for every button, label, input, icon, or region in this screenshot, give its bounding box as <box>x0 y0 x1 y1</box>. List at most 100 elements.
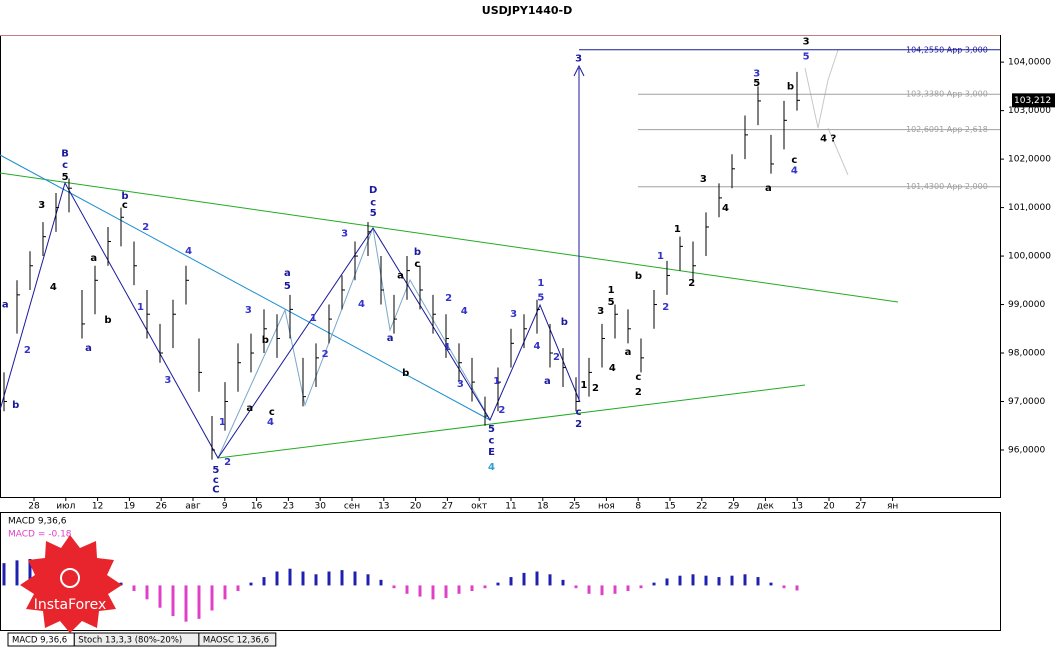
x-tick-label: 13 <box>378 502 389 512</box>
x-tick-label: дек <box>757 502 775 512</box>
wave-label: 3 <box>510 309 517 320</box>
wave-label: 1 <box>657 251 664 262</box>
macd-label: MACD 9,36,6 <box>8 517 67 527</box>
x-tick-label: июл <box>56 502 75 512</box>
x-tick-label: 16 <box>251 502 263 512</box>
y-tick-label: 100,0000 <box>1008 252 1051 262</box>
wave-label: 2 <box>553 352 560 363</box>
x-tick-label: ян <box>887 502 898 512</box>
logo-icon <box>60 568 80 588</box>
x-tick-label: 15 <box>664 502 675 512</box>
wave-label: 2 <box>498 405 505 416</box>
x-tick-label: 20 <box>823 502 835 512</box>
wave-label: E <box>488 447 495 458</box>
tab-label: Stoch 13,3,3 (80%-20%) <box>78 636 182 646</box>
wave-label: 5 <box>212 465 219 476</box>
wave-label: 1 <box>537 278 544 289</box>
wave-label: 2 <box>662 302 669 313</box>
x-tick-label: 11 <box>505 502 516 512</box>
wave-label: b <box>121 191 128 202</box>
wave-label: 2 <box>24 345 31 356</box>
wave-label: 1 <box>444 342 451 353</box>
x-tick-label: 13 <box>791 502 802 512</box>
wave-label: a <box>544 376 551 387</box>
wave-label: 3 <box>164 375 171 386</box>
logo-badge <box>20 535 122 633</box>
x-tick-label: 20 <box>410 502 422 512</box>
macd-value-label: MACD = -0.18 <box>8 530 72 540</box>
wave-label: c <box>62 160 68 171</box>
wave-label: 5 <box>753 78 760 89</box>
wave-label: 2 <box>445 293 452 304</box>
wave-label: b <box>12 400 19 411</box>
x-tick-label: 18 <box>537 502 549 512</box>
wave-label: c <box>370 197 376 208</box>
x-tick-label: окт <box>471 502 487 512</box>
y-tick-label: 96,0000 <box>1008 445 1045 455</box>
x-tick-label: 27 <box>855 502 866 512</box>
wave-label: 3 <box>597 306 604 317</box>
wave-label: b <box>635 271 642 282</box>
tab-label: MACD 9,36,6 <box>12 636 67 646</box>
wave-label: 3 <box>803 36 810 47</box>
wave-label: 4 <box>185 246 192 257</box>
wave-label: 3 <box>700 174 707 185</box>
wave-label: c <box>576 407 582 418</box>
wave-label: c <box>489 435 495 446</box>
wave-label: 4 <box>609 363 616 374</box>
wave-label: b <box>402 368 409 379</box>
wave-label: b <box>787 81 794 92</box>
wave-line <box>0 181 581 459</box>
wave-label: 5 <box>488 424 495 435</box>
tab-label: MAOSC 12,36,6 <box>203 636 269 646</box>
wave-label: 5 <box>537 292 544 303</box>
wave-label: 5 <box>608 297 615 308</box>
x-tick-label: ноя <box>598 502 615 512</box>
wave-label: 2 <box>688 278 695 289</box>
wave-label: 3 <box>753 68 760 79</box>
level-label: 104,2550 App 3,000 <box>906 45 988 54</box>
x-tick-label: сен <box>344 502 360 512</box>
wave-label: 1 <box>580 380 587 391</box>
wave-label: 4 <box>358 299 365 310</box>
wave-label: a <box>765 183 772 194</box>
wave-label: 3 <box>341 228 348 239</box>
wave-label: 4 <box>461 306 468 317</box>
wave-label: a <box>90 253 97 264</box>
wave-label: a <box>397 270 404 281</box>
logo-text: InstaForex <box>34 597 107 613</box>
wave-label: c <box>122 200 128 211</box>
wave-label: b <box>262 335 269 346</box>
wave-label: 1 <box>608 285 615 296</box>
level-label: 101,4300 App 2,000 <box>906 182 988 191</box>
y-tick-label: 104,0000 <box>1008 58 1051 68</box>
wave-label: a <box>246 403 253 414</box>
wave-label: D <box>369 185 377 196</box>
wave-label: 3 <box>457 379 464 390</box>
wave-label: 4 <box>50 282 57 293</box>
x-tick-label: 27 <box>442 502 453 512</box>
x-tick-label: 8 <box>635 502 641 512</box>
wave-label: a <box>2 300 9 311</box>
x-tick-label: 12 <box>92 502 103 512</box>
wave-label: 2 <box>322 349 329 360</box>
wave-label: 1 <box>219 417 226 428</box>
wave-lines <box>0 49 899 459</box>
tab[interactable] <box>198 632 277 647</box>
wave-label: 3 <box>575 53 582 64</box>
logo: InstaForex <box>20 535 122 633</box>
wave-label: 5 <box>803 51 810 62</box>
wave-label: 3 <box>245 305 252 316</box>
projection-line <box>804 49 839 129</box>
y-tick-label: 103,0000 <box>1008 106 1051 116</box>
x-tick-label: 26 <box>155 502 167 512</box>
wave-label: 5 <box>284 281 291 292</box>
trend-line <box>0 172 899 303</box>
wave-label: b <box>414 247 421 258</box>
wave-label: 1 <box>674 224 681 235</box>
wave-label: 3 <box>38 200 45 211</box>
wave-label: b <box>561 317 568 328</box>
wave-label: c <box>213 475 219 486</box>
macd-panel <box>0 512 1001 631</box>
